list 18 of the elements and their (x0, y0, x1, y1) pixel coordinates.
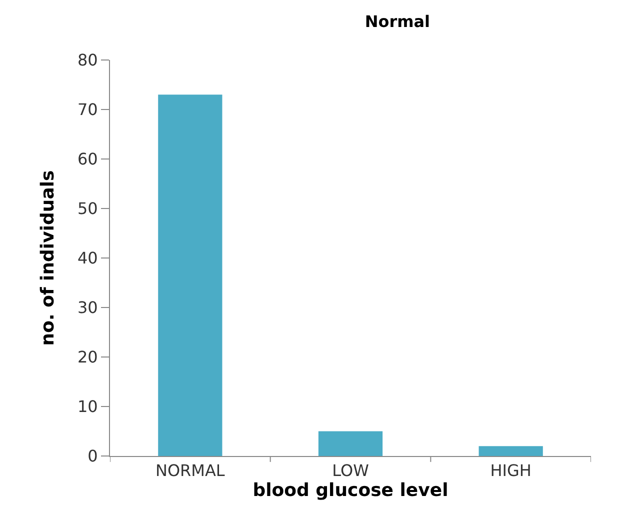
y-tick-label: 10 (77, 397, 98, 416)
y-tick-label: 30 (77, 298, 98, 318)
y-tick-label: 20 (77, 348, 98, 367)
x-tick-label: HIGH (490, 461, 532, 480)
y-tick-label: 70 (77, 100, 98, 120)
y-tick-label: 50 (77, 199, 98, 218)
bar (158, 94, 222, 456)
bar (318, 431, 383, 456)
y-axis-title: no. of individuals (38, 170, 59, 346)
y-tick-label: 0 (88, 446, 98, 466)
x-axis-title: blood glucose level (252, 480, 448, 502)
x-tick-label: LOW (332, 461, 370, 480)
y-tick-label: 40 (77, 248, 98, 268)
y-tick-label: 80 (77, 50, 98, 70)
bar (478, 446, 543, 456)
chart-title: Normal (364, 12, 430, 31)
y-tick-label: 60 (77, 150, 98, 169)
x-tick-label: NORMAL (156, 461, 225, 480)
